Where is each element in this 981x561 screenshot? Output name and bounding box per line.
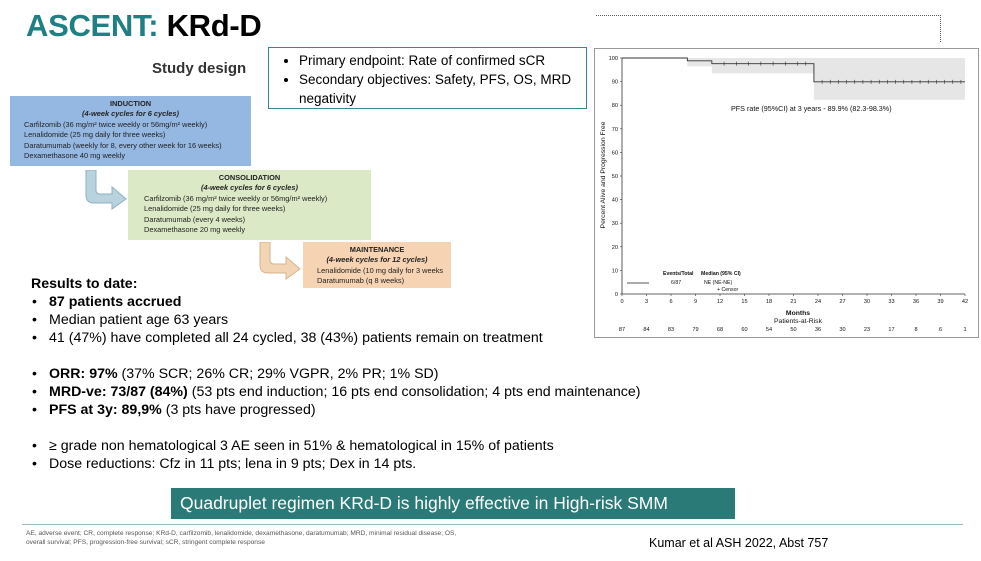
result-item: ≥ grade non hematological 3 AE seen in 5… [32,437,641,455]
y-tick-label: 20 [612,245,618,251]
consolidation-item: Lenalidomide (25 mg daily for three week… [144,204,365,214]
y-tick-label: 0 [615,292,618,298]
x-tick-label: 21 [790,299,796,305]
footer-divider [22,524,963,525]
result-item: Dose reductions: Cfz in 11 pts; lena in … [32,455,641,473]
y-tick-label: 40 [612,198,618,204]
results-section: Results to date: 87 patients accrued Med… [31,275,641,473]
induction-subtitle: (4-week cycles for 6 cycles) [82,109,179,119]
consolidation-box: CONSOLIDATION (4-week cycles for 6 cycle… [128,170,371,240]
induction-title: INDUCTION [109,99,152,108]
conclusion-banner: Quadruplet regimen KRd-D is highly effec… [171,488,735,519]
result-item: PFS at 3y: 89,9% (3 pts have progressed) [32,401,641,419]
at-risk-count: 79 [692,327,698,333]
legend-events-header: Events/Total [663,271,694,277]
arrow-consolidation-to-maintenance [259,242,301,280]
x-axis-label: Months [786,310,810,317]
y-tick-label: 80 [612,103,618,109]
survival-curve [622,57,965,83]
y-tick-label: 30 [612,221,618,227]
result-item: MRD-ve: 73/87 (84%) (53 pts end inductio… [32,383,641,401]
x-tick-label: 18 [766,299,772,305]
at-risk-count: 60 [741,327,747,333]
induction-item: Lenalidomide (25 mg daily for three week… [24,130,245,140]
result-item: ORR: 97% (37% SCR; 26% CR; 29% VGPR, 2% … [32,365,641,383]
x-tick-label: 15 [741,299,747,305]
y-tick-label: 100 [609,56,618,62]
km-chart-panel: PFS rate (95%CI) at 3 years - 89.9% (82.… [594,48,979,338]
induction-item: Daratumumab (weekly for 8, every other w… [24,141,245,151]
endpoints-box: Primary endpoint: Rate of confirmed sCR … [268,47,587,109]
y-tick-label: 10 [612,268,618,274]
induction-item: Carfilzomib (36 mg/m² twice weekly or 56… [24,120,245,130]
y-axis-label: Percent Alive and Progression Free [600,121,607,228]
y-tick-label: 70 [612,127,618,133]
title-suffix: KRd-D [166,8,262,43]
arrow-induction-to-consolidation [85,170,127,210]
x-tick-label: 36 [913,299,919,305]
legend-events: 6/87 [671,280,681,286]
x-tick-label: 27 [839,299,845,305]
at-risk-count: 23 [864,327,870,333]
x-tick-label: 9 [694,299,697,305]
study-design-label: Study design [152,60,247,77]
x-tick-label: 6 [669,299,672,305]
at-risk-count: 83 [668,327,674,333]
title-prefix: ASCENT: [26,8,159,43]
at-risk-count: 54 [766,327,772,333]
pfs-annotation: PFS rate (95%CI) at 3 years - 89.9% (82.… [731,104,892,113]
result-item: Median patient age 63 years [32,311,641,329]
km-legend: Events/Total Median (95% CI) 6/87 NE (NE… [627,271,741,293]
maintenance-item: Lenalidomide (10 mg daily for 3 weeks [317,266,445,276]
at-risk-count: 68 [717,327,723,333]
maintenance-item: Daratumumab (q 8 weeks) [317,276,445,286]
result-item: 41 (47%) have completed all 24 cycled, 3… [32,329,641,347]
maintenance-title: MAINTENANCE [349,245,405,254]
at-risk-count: 30 [839,327,845,333]
at-risk-count: 87 [619,327,625,333]
consolidation-title: CONSOLIDATION [218,173,281,182]
at-risk-count: 8 [914,327,917,333]
x-tick-label: 42 [962,299,968,305]
secondary-objectives: Secondary objectives: Safety, PFS, OS, M… [299,70,578,108]
at-risk-count: 1 [963,327,966,333]
maintenance-subtitle: (4-week cycles for 12 cycles) [326,255,428,265]
x-tick-label: 12 [717,299,723,305]
result-item: 87 patients accrued [32,293,641,311]
x-tick-label: 30 [864,299,870,305]
at-risk-label: Patients-at-Risk [774,318,823,325]
at-risk-count: 6 [939,327,942,333]
consolidation-subtitle: (4-week cycles for 6 cycles) [201,183,298,193]
ci-band [622,58,965,100]
abbreviations-footnote: AE, adverse event; CR, complete response… [26,530,457,546]
y-tick-label: 90 [612,80,618,86]
x-tick-label: 24 [815,299,821,305]
dotted-frame [596,15,941,42]
consolidation-item: Dexamethasone 20 mg weekly [144,225,365,235]
at-risk-count: 84 [643,327,649,333]
x-tick-label: 39 [937,299,943,305]
legend-censor: + Censor [717,287,738,293]
page-title: ASCENT: KRd-D [26,8,262,44]
x-tick-label: 3 [645,299,648,305]
y-tick-label: 60 [612,150,618,156]
legend-median: NE (NE-NE) [704,280,733,286]
primary-endpoint: Primary endpoint: Rate of confirmed sCR [299,51,578,70]
at-risk-count: 36 [815,327,821,333]
x-tick-label: 33 [888,299,894,305]
citation: Kumar et al ASH 2022, Abst 757 [649,536,829,550]
km-chart: PFS rate (95%CI) at 3 years - 89.9% (82.… [600,56,968,333]
legend-median-header: Median (95% CI) [701,271,741,277]
y-tick-label: 50 [612,174,618,180]
x-tick-label: 0 [620,299,623,305]
maintenance-box: MAINTENANCE (4-week cycles for 12 cycles… [303,242,451,288]
consolidation-item: Carfilzomib (36 mg/m² twice weekly or 56… [144,194,365,204]
results-heading: Results to date: [31,276,138,292]
at-risk-count: 17 [888,327,894,333]
consolidation-item: Daratumumab (every 4 weeks) [144,215,365,225]
induction-box: INDUCTION (4-week cycles for 6 cycles) C… [10,96,251,166]
at-risk-count: 50 [790,327,796,333]
induction-item: Dexamethasone 40 mg weekly [24,151,245,161]
